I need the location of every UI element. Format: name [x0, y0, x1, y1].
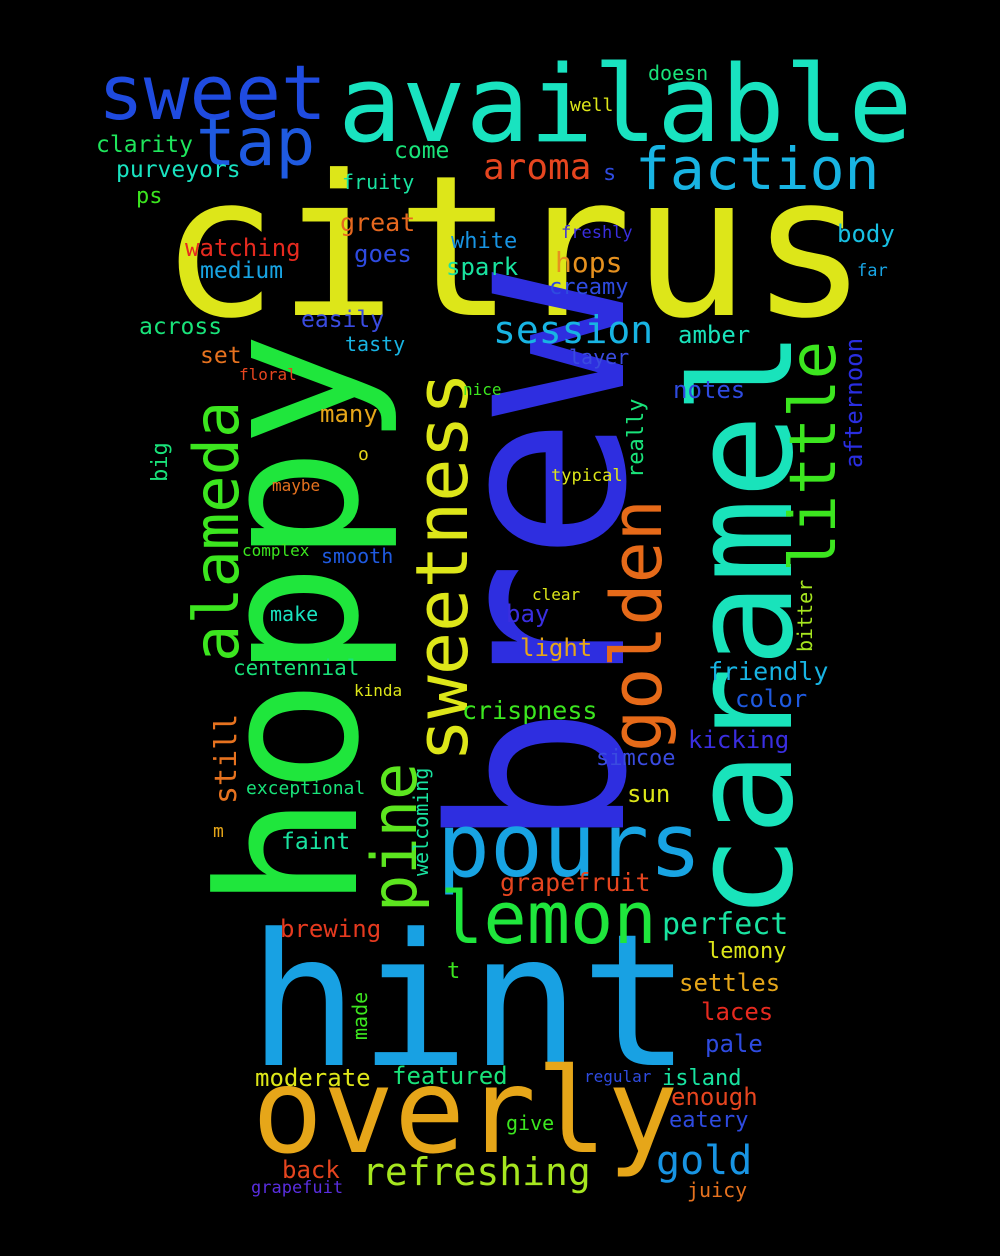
word-s: s — [603, 161, 617, 186]
word-notes: notes — [673, 376, 746, 404]
word-make: make — [270, 602, 319, 626]
word-maybe: maybe — [272, 476, 321, 495]
word-well: well — [570, 95, 614, 116]
word-smooth: smooth — [321, 544, 394, 568]
word-come: come — [394, 138, 450, 164]
word-freshly: freshly — [561, 223, 633, 243]
word-nice: nice — [463, 380, 502, 399]
word-across: across — [139, 314, 223, 340]
word-t: t — [447, 959, 461, 984]
word-available: available — [338, 43, 913, 166]
word-bitter: bitter — [793, 579, 817, 652]
word-welcoming: welcoming — [409, 767, 433, 876]
word-settles: settles — [679, 969, 781, 997]
word-floral: floral — [239, 365, 297, 384]
word-set: set — [200, 343, 242, 369]
word-watching: watching — [185, 234, 301, 262]
word-medium: medium — [200, 258, 284, 284]
word-golden: golden — [596, 499, 678, 752]
word-typical: typical — [551, 466, 623, 486]
word-hint: hint — [248, 895, 692, 1109]
word-grapefruit: grapefruit — [500, 868, 651, 897]
word-color: color — [735, 685, 808, 713]
word-afternoon: afternoon — [840, 337, 868, 468]
word-exceptional: exceptional — [246, 778, 366, 799]
word-session: session — [493, 308, 654, 352]
word-fruity: fruity — [342, 170, 415, 194]
word-little: little — [777, 340, 851, 572]
word-white: white — [451, 229, 518, 254]
word-body: body — [837, 220, 895, 248]
word-goes: goes — [354, 240, 412, 268]
word-regular: regular — [584, 1067, 652, 1086]
word-purveyors: purveyors — [116, 157, 241, 183]
word-bay: bay — [506, 600, 550, 628]
word-centennial: centennial — [233, 656, 360, 680]
word-o: o — [358, 444, 369, 465]
word-crispness: crispness — [462, 696, 598, 725]
word-back: back — [282, 1156, 340, 1184]
word-sweet: sweet — [98, 48, 327, 137]
word-easily: easily — [301, 307, 385, 333]
word-island: island — [662, 1066, 742, 1091]
word-refreshing: refreshing — [362, 1150, 591, 1194]
word-amber: amber — [678, 321, 751, 349]
word-faint: faint — [281, 829, 351, 855]
word-lemony: lemony — [707, 939, 787, 964]
word-tasty: tasty — [345, 332, 406, 356]
word-grapefuit: grapefuit — [251, 1178, 344, 1198]
word-creamy: creamy — [549, 275, 629, 300]
word-pours: pours — [437, 794, 702, 897]
word-featured: featured — [392, 1062, 508, 1090]
word-laces: laces — [701, 998, 774, 1026]
word-kinda: kinda — [354, 681, 403, 700]
word-great: great — [340, 208, 416, 237]
word-many: many — [320, 400, 378, 428]
word-light: light — [520, 634, 593, 662]
word-clear: clear — [532, 585, 581, 604]
word-moderate: moderate — [255, 1064, 371, 1092]
word-far: far — [857, 261, 888, 281]
word-perfect: perfect — [662, 907, 789, 942]
word-friendly: friendly — [708, 657, 829, 686]
word-doesn: doesn — [648, 61, 709, 85]
word-hops: hops — [555, 246, 623, 279]
word-brewing: brewing — [280, 915, 382, 943]
word-still: still — [209, 713, 244, 804]
word-kicking: kicking — [688, 726, 790, 754]
word-aroma: aroma — [483, 147, 592, 188]
word-complex: complex — [242, 541, 310, 560]
word-enough: enough — [671, 1083, 758, 1111]
word-pale: pale — [705, 1030, 763, 1058]
word-made: made — [348, 991, 372, 1040]
word-juicy: juicy — [687, 1178, 748, 1202]
word-give: give — [506, 1111, 555, 1135]
word-citrus: citrus — [160, 134, 869, 362]
word-eatery: eatery — [669, 1108, 749, 1133]
word-lemon: lemon — [440, 876, 657, 960]
word-tap: tap — [196, 104, 316, 181]
word-layer: layer — [569, 345, 630, 369]
word-alameda: alameda — [180, 400, 253, 662]
word-really: really — [624, 398, 649, 478]
word-simcoe: simcoe — [596, 746, 676, 771]
word-big: big — [148, 442, 173, 482]
word-clarity: clarity — [96, 132, 193, 158]
word-sun: sun — [627, 780, 671, 808]
word-ps: ps — [136, 184, 163, 209]
word-m: m — [213, 821, 224, 842]
word-faction: faction — [635, 135, 880, 203]
word-spark: spark — [446, 253, 519, 281]
word-overly: overly — [252, 1042, 679, 1180]
word-gold: gold — [656, 1138, 753, 1184]
